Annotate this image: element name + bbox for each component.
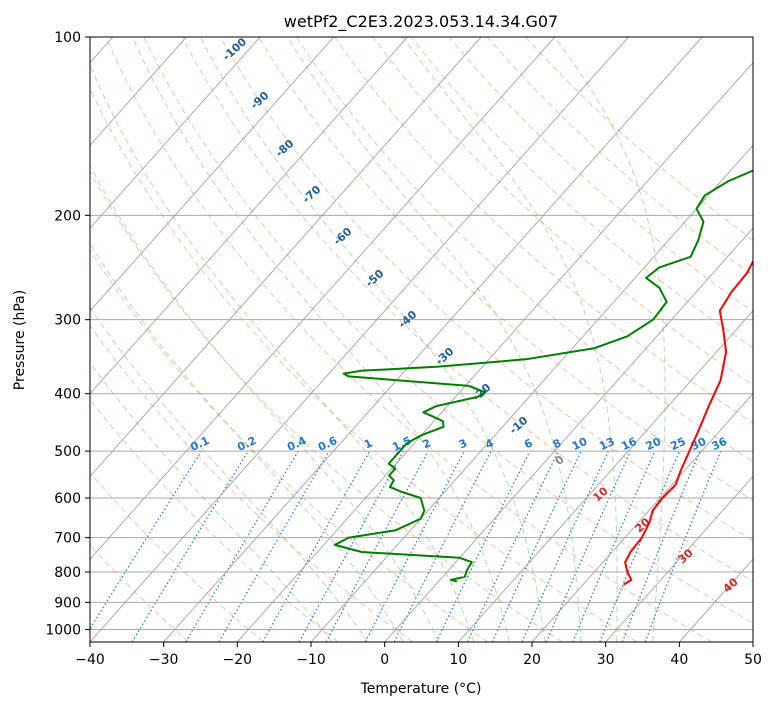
temperature-profile-line — [623, 259, 753, 586]
isotherm-line — [457, 310, 753, 642]
mixing-ratio-label: 36 — [710, 435, 730, 453]
isotherm-line — [90, 37, 556, 560]
dry-adiabat-line — [90, 324, 414, 642]
plot-area: -100-90-80-70-60-50-40-30-20-10010203040… — [90, 37, 753, 642]
mixing-ratio-line — [521, 450, 610, 642]
dry-adiabat-line — [90, 170, 563, 642]
moist-adiabat-line — [286, 37, 582, 642]
y-tick-label: 200 — [54, 208, 81, 224]
mixing-ratio-label: 16 — [619, 435, 639, 453]
x-tick-label: 40 — [670, 652, 688, 668]
mixing-ratio-line — [325, 450, 429, 642]
x-tick-label: 30 — [597, 652, 615, 668]
dry-adiabat-line — [105, 37, 712, 642]
dry-adiabat-line — [448, 37, 753, 313]
x-tick-label: 10 — [449, 652, 467, 668]
moist-adiabat-line — [90, 242, 404, 642]
moist-adiabats — [90, 37, 666, 642]
moist-adiabat-line — [199, 37, 546, 642]
isotherm-line — [163, 37, 703, 642]
y-tick-label: 900 — [54, 595, 81, 611]
y-axis-ticks: 100 200 300 400 500 600 700 800 900 1000 — [45, 30, 90, 638]
mixing-ratio-line — [572, 450, 656, 642]
dry-adiabat-line — [181, 37, 753, 582]
mixing-ratio-line — [599, 450, 681, 642]
y-tick-label: 700 — [54, 531, 81, 547]
x-tick-label: −40 — [75, 652, 105, 668]
isotherm-line — [90, 37, 629, 642]
y-tick-label: 100 — [54, 30, 81, 46]
dry-adiabat-line — [257, 37, 753, 502]
x-tick-label: −30 — [149, 652, 179, 668]
mixing-ratio-line — [545, 450, 632, 642]
dry-adiabat-line — [410, 37, 753, 349]
dewpoint-profile-line — [333, 169, 753, 583]
dry-adiabats — [90, 37, 753, 642]
grid-lines — [90, 37, 753, 630]
isotherm-line — [310, 144, 753, 642]
dry-adiabat-line — [372, 37, 753, 386]
isotherm-line — [90, 37, 408, 395]
x-tick-label: −20 — [223, 652, 253, 668]
isotherm-line — [90, 37, 482, 478]
moist-adiabat-line — [90, 63, 475, 642]
dry-adiabat-line — [487, 37, 753, 277]
y-tick-label: 500 — [54, 444, 81, 460]
isotherm-line — [236, 61, 753, 642]
y-tick-label: 600 — [54, 491, 81, 507]
y-tick-label: 400 — [54, 387, 81, 403]
mixing-ratio-line — [298, 450, 405, 642]
y-tick-label: 800 — [54, 565, 81, 581]
mixing-ratio-label: 13 — [597, 435, 616, 453]
mixing-ratio-line — [393, 450, 492, 642]
mixing-ratio-line — [262, 450, 371, 642]
moist-adiabat-line — [90, 164, 439, 642]
dry-adiabat-line — [143, 37, 753, 624]
x-axis-ticks: −40 −30 −20 −10 0 10 20 30 40 50 — [75, 642, 762, 668]
mixing-ratio-label: 20 — [644, 435, 664, 453]
x-tick-label: 20 — [523, 652, 541, 668]
dry-adiabat-line — [525, 37, 753, 241]
y-tick-label: 300 — [54, 313, 81, 329]
x-tick-label: −10 — [296, 652, 326, 668]
isotherm-line — [605, 475, 753, 642]
dry-adiabat-line — [334, 37, 753, 424]
mixing-ratio-line — [435, 450, 531, 642]
x-tick-label: 50 — [744, 652, 762, 668]
isotherm-line — [384, 227, 753, 642]
mixing-ratio-line — [90, 450, 202, 630]
y-axis-label: Pressure (hPa) — [12, 290, 28, 390]
moist-adiabat-line — [90, 306, 369, 642]
dry-adiabat-line — [296, 37, 753, 462]
moist-adiabat-line — [132, 37, 510, 642]
skewed-isotherms — [90, 37, 753, 642]
mixing-ratio-line — [621, 450, 701, 642]
y-tick-label: 1000 — [45, 622, 81, 638]
mixing-ratio-label: 25 — [668, 435, 687, 453]
moist-adiabat-line — [554, 37, 666, 642]
profile-series — [333, 169, 753, 586]
dry-adiabat-line — [90, 471, 264, 642]
isotherm-line — [90, 37, 335, 312]
moist-adiabat-line — [90, 361, 333, 642]
x-axis-label: Temperature (°C) — [360, 681, 482, 697]
chart-title: wetPf2_C2E3.2023.053.14.34.G07 — [284, 12, 558, 32]
isotherm-line — [90, 37, 187, 147]
mixing-ratio-label: 10 — [570, 435, 590, 453]
plot-frame — [89, 36, 754, 643]
x-tick-label: 0 — [380, 652, 389, 668]
isotherm-line — [531, 392, 753, 642]
isotherm-line — [90, 37, 261, 229]
mixing-ratio-line — [644, 450, 722, 642]
